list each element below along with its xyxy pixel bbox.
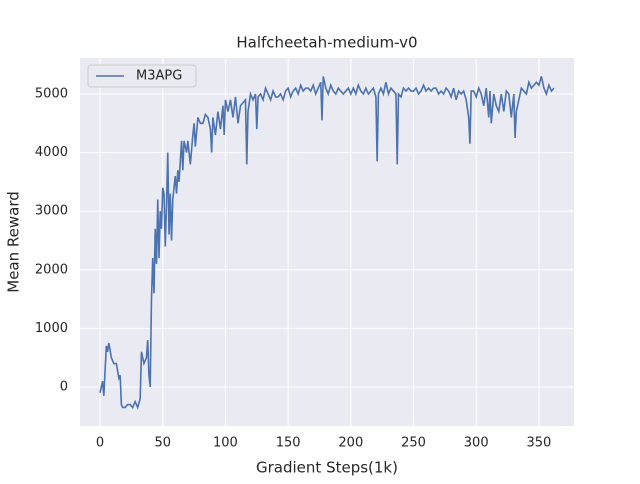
lines — [99, 76, 555, 410]
y-tick-label: 2000 — [35, 262, 68, 277]
x-tick-label: 250 — [401, 436, 426, 451]
x-tick-label: 300 — [464, 436, 489, 451]
legend: M3APG — [87, 64, 197, 88]
x-tick-label: 200 — [338, 436, 363, 451]
y-tick-label: 1000 — [35, 321, 68, 336]
legend-box — [87, 64, 197, 88]
chart-title: Halfcheetah-medium-v0 — [236, 34, 417, 52]
y-axis-label: Mean Reward — [5, 191, 23, 293]
x-tick-label: 150 — [276, 436, 301, 451]
x-tick-label: 50 — [154, 436, 171, 451]
legend-label: M3APG — [136, 69, 182, 84]
data-line — [99, 76, 555, 410]
x-tick-label: 100 — [213, 436, 238, 451]
x-tick-label: 0 — [96, 436, 104, 451]
x-tick-label: 350 — [526, 436, 551, 451]
y-tick-label: 5000 — [35, 86, 68, 101]
plot-area — [80, 58, 574, 426]
x-axis-label: Gradient Steps(1k) — [256, 459, 398, 477]
y-tick-label: 0 — [60, 379, 68, 394]
y-tick-label: 3000 — [35, 204, 68, 219]
y-tick-label: 4000 — [35, 145, 68, 160]
